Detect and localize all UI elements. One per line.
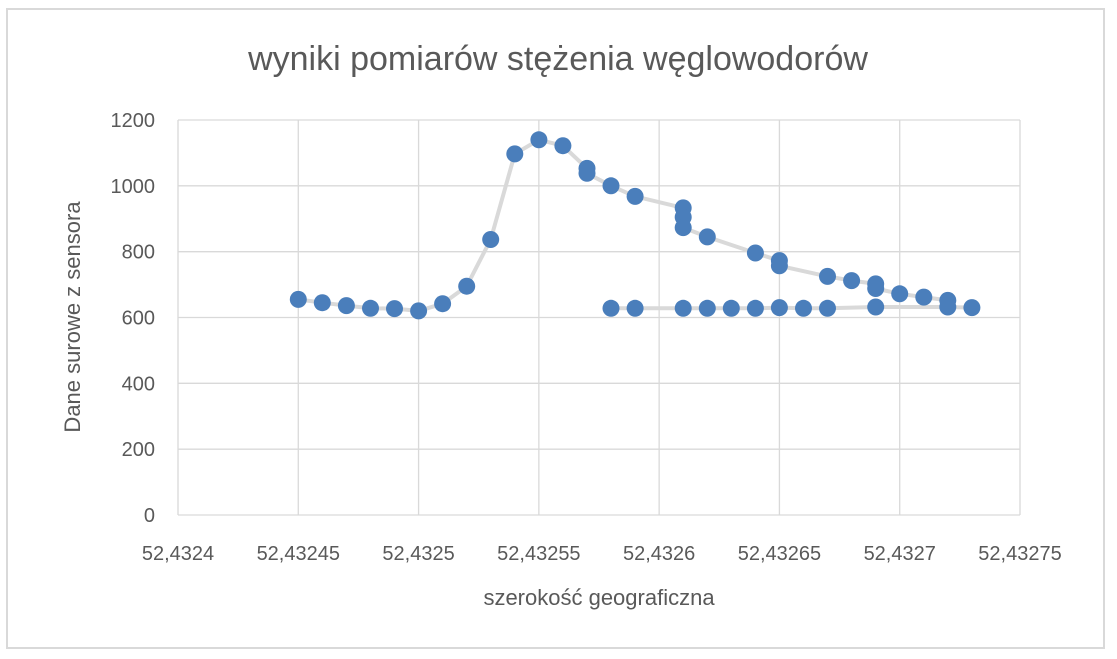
data-point: [819, 299, 836, 317]
y-axis-title: Dane surowe z sensora: [60, 201, 85, 433]
data-point: [698, 299, 716, 317]
chart-title: wyniki pomiarów stężenia węglowodorów: [247, 40, 868, 78]
data-point: [867, 298, 885, 316]
data-point: [722, 299, 740, 317]
data-point: [289, 290, 307, 308]
data-point: [313, 294, 331, 312]
data-point: [554, 137, 572, 155]
data-point: [891, 285, 909, 303]
x-tick-label: 52,4325: [382, 543, 454, 565]
data-point: [626, 299, 644, 317]
data-point: [867, 280, 885, 297]
x-tick-label: 52,43255: [497, 543, 580, 565]
data-point: [530, 131, 548, 149]
y-tick-label: 1000: [111, 176, 156, 198]
x-tick-label: 52,4326: [623, 543, 695, 565]
data-points: [289, 131, 981, 320]
data-point: [746, 299, 764, 317]
data-point: [410, 302, 428, 320]
series-line-1: [609, 305, 974, 311]
data-point: [843, 272, 861, 290]
data-point: [770, 299, 788, 317]
data-point: [602, 299, 620, 317]
y-tick-label: 400: [122, 373, 155, 395]
x-tick-label: 52,43245: [257, 543, 340, 565]
data-point: [674, 219, 692, 237]
data-point: [386, 300, 403, 318]
y-tick-label: 0: [144, 505, 155, 527]
y-tick-label: 1200: [111, 110, 156, 132]
data-point: [698, 228, 716, 246]
data-point: [506, 145, 524, 163]
data-point: [746, 244, 764, 262]
data-point: [362, 299, 379, 317]
data-point: [626, 187, 644, 205]
data-point: [458, 277, 476, 295]
data-point: [434, 295, 452, 313]
y-tick-label: 200: [122, 439, 155, 461]
data-point: [337, 297, 355, 315]
data-point: [795, 299, 812, 317]
x-tick-label: 52,43265: [738, 543, 821, 565]
y-tick-label: 600: [122, 308, 155, 330]
data-point: [770, 257, 788, 275]
data-point: [482, 231, 500, 248]
x-tick-label: 52,4327: [864, 543, 936, 565]
x-axis-title: szerokość geograficzna: [483, 585, 715, 610]
data-point: [819, 267, 836, 285]
x-tick-label: 52,43275: [978, 543, 1061, 565]
chart-frame: [6, 8, 1105, 649]
data-point: [578, 164, 596, 182]
data-point: [915, 288, 933, 306]
data-point: [674, 299, 692, 317]
data-point: [939, 291, 957, 309]
data-point: [963, 299, 981, 317]
y-tick-label: 800: [122, 242, 155, 264]
x-tick-label: 52,4324: [142, 543, 214, 565]
tick-labels: 0 200 400 600 800 1000 1200 52,4324 52,43245 52,4…: [111, 110, 1062, 565]
data-point: [602, 177, 620, 195]
